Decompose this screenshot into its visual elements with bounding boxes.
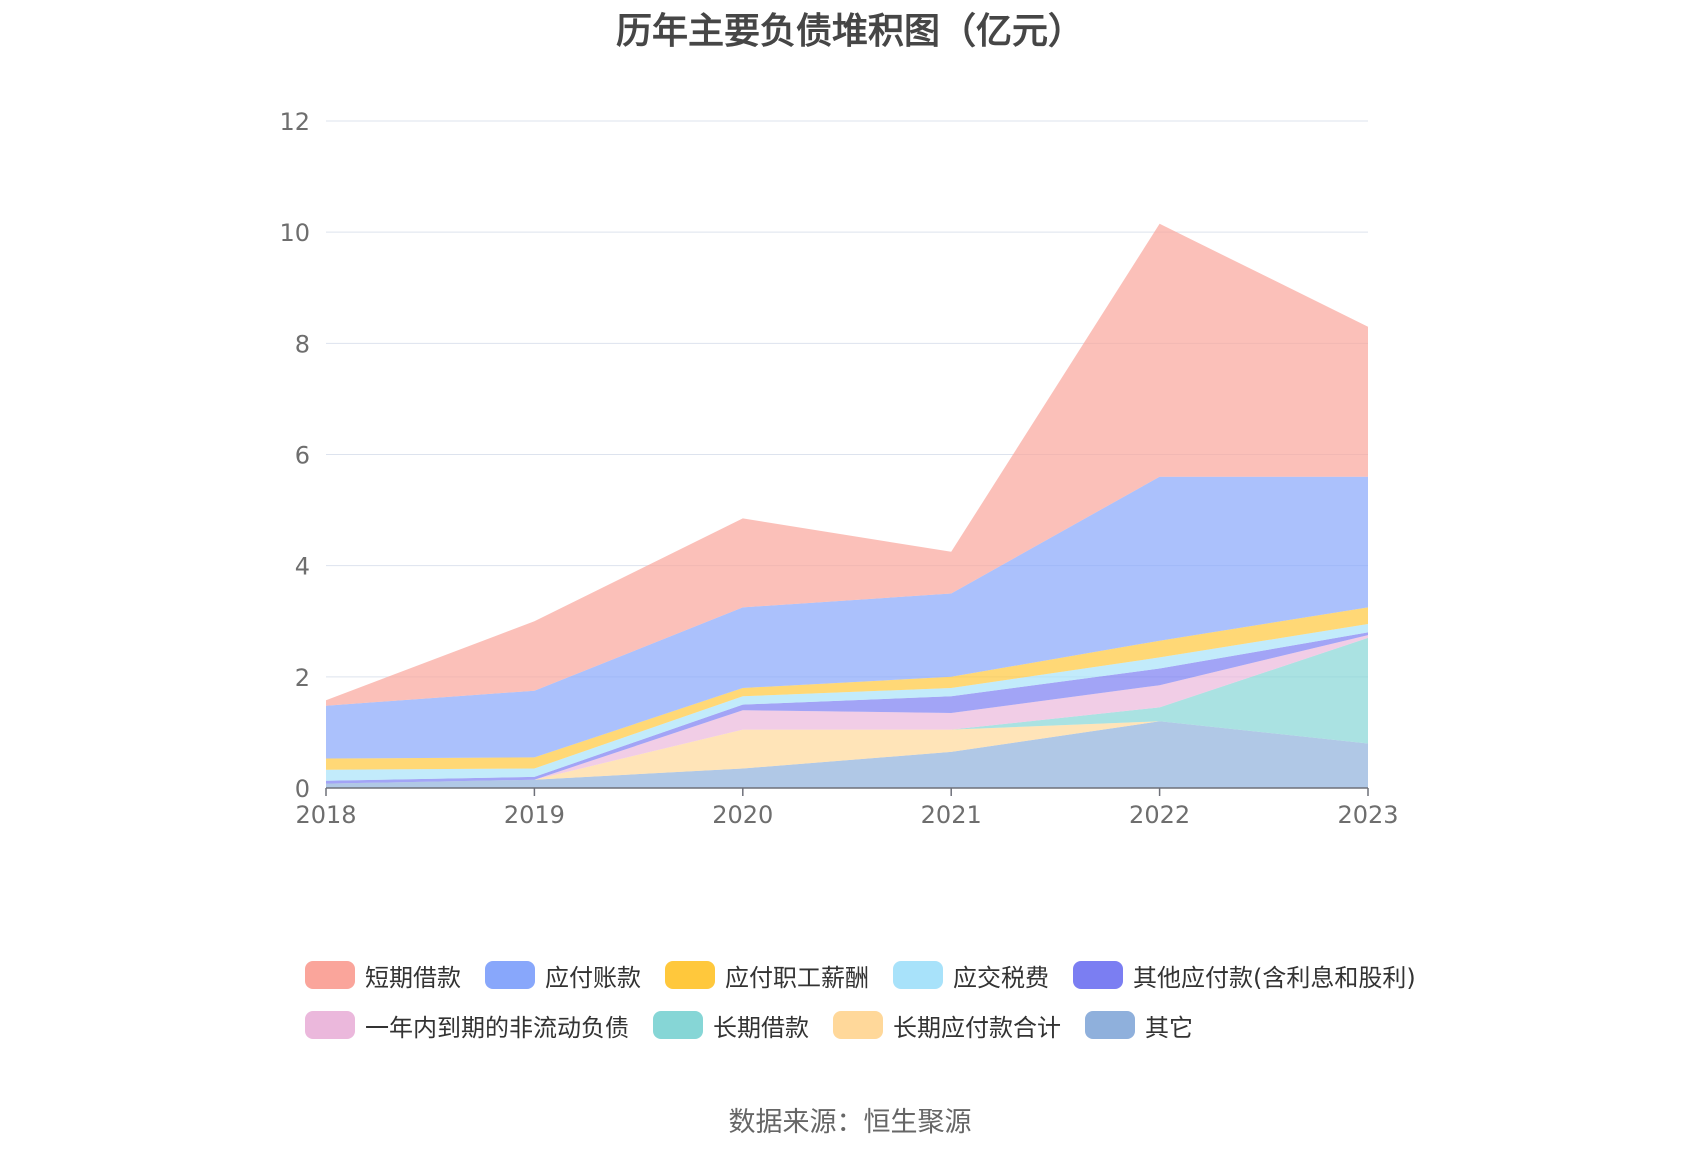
area-series-2 xyxy=(326,637,1368,784)
data-source: 数据来源：恒生聚源 xyxy=(728,1107,972,1138)
x-tick-label: 2023 xyxy=(1337,801,1398,829)
legend-item[interactable]: 短期借款 xyxy=(305,958,461,993)
legend-row: 短期借款 应付账款 应付职工薪酬 应交税费 其他应付款(含利息和股利) xyxy=(305,950,1485,1000)
x-tick-label: 2019 xyxy=(504,801,565,829)
y-tick-label: 2 xyxy=(295,664,310,692)
y-tick-label: 0 xyxy=(295,775,310,803)
x-tick-label: 2020 xyxy=(712,801,773,829)
legend-swatch xyxy=(1073,961,1123,989)
legend-swatch xyxy=(485,961,535,989)
legend-label: 其他应付款(含利息和股利) xyxy=(1133,963,1416,992)
y-tick-label: 8 xyxy=(295,330,310,358)
legend-swatch xyxy=(665,961,715,989)
x-tick-label: 2021 xyxy=(921,801,982,829)
legend-label: 应付职工薪酬 xyxy=(725,963,869,992)
legend-label: 一年内到期的非流动负债 xyxy=(365,1013,629,1042)
area-series xyxy=(326,223,1368,788)
legend-swatch xyxy=(1085,1011,1135,1039)
x-tick-label: 2022 xyxy=(1129,801,1190,829)
legend-item[interactable]: 其它 xyxy=(1085,1008,1193,1043)
legend-label: 长期应付款合计 xyxy=(893,1013,1061,1042)
legend-swatch xyxy=(893,961,943,989)
legend-label: 其它 xyxy=(1145,1013,1193,1042)
legend-item[interactable]: 一年内到期的非流动负债 xyxy=(305,1008,629,1043)
legend-item[interactable]: 长期应付款合计 xyxy=(833,1008,1061,1043)
legend-item[interactable]: 其他应付款(含利息和股利) xyxy=(1073,958,1416,993)
y-tick-label: 12 xyxy=(279,108,310,136)
legend-swatch xyxy=(653,1011,703,1039)
y-tick-label: 4 xyxy=(295,553,310,581)
legend-label: 应交税费 xyxy=(953,963,1049,992)
area-series-4 xyxy=(326,632,1368,784)
legend-swatch xyxy=(305,961,355,989)
legend-label: 应付账款 xyxy=(545,963,641,992)
y-tick-label: 6 xyxy=(295,442,310,470)
area-series-6 xyxy=(326,607,1368,770)
area-series-7 xyxy=(326,476,1368,759)
legend-label: 长期借款 xyxy=(713,1013,809,1042)
x-tick-label: 2018 xyxy=(295,801,356,829)
legend-item[interactable]: 应付职工薪酬 xyxy=(665,958,869,993)
chart-title: 历年主要负债堆积图（亿元） xyxy=(615,11,1084,52)
legend-row: 一年内到期的非流动负债 长期借款 长期应付款合计 其它 xyxy=(305,1000,1485,1050)
axes: 0 2 4 6 8 10 12 2018 2019 2020 2021 2022 2023 xyxy=(279,108,1398,829)
legend: 短期借款 应付账款 应付职工薪酬 应交税费 其他应付款(含利息和股利) 一年内到期的非流动… xyxy=(305,950,1485,1050)
legend-item[interactable]: 长期借款 xyxy=(653,1008,809,1043)
area-series-0 xyxy=(326,721,1368,788)
legend-item[interactable]: 应交税费 xyxy=(893,958,1049,993)
legend-swatch xyxy=(305,1011,355,1039)
y-tick-label: 10 xyxy=(279,219,310,247)
legend-label: 短期借款 xyxy=(365,963,461,992)
area-series-8 xyxy=(326,223,1368,706)
legend-item[interactable]: 应付账款 xyxy=(485,958,641,993)
area-series-1 xyxy=(326,721,1368,784)
legend-swatch xyxy=(833,1011,883,1039)
